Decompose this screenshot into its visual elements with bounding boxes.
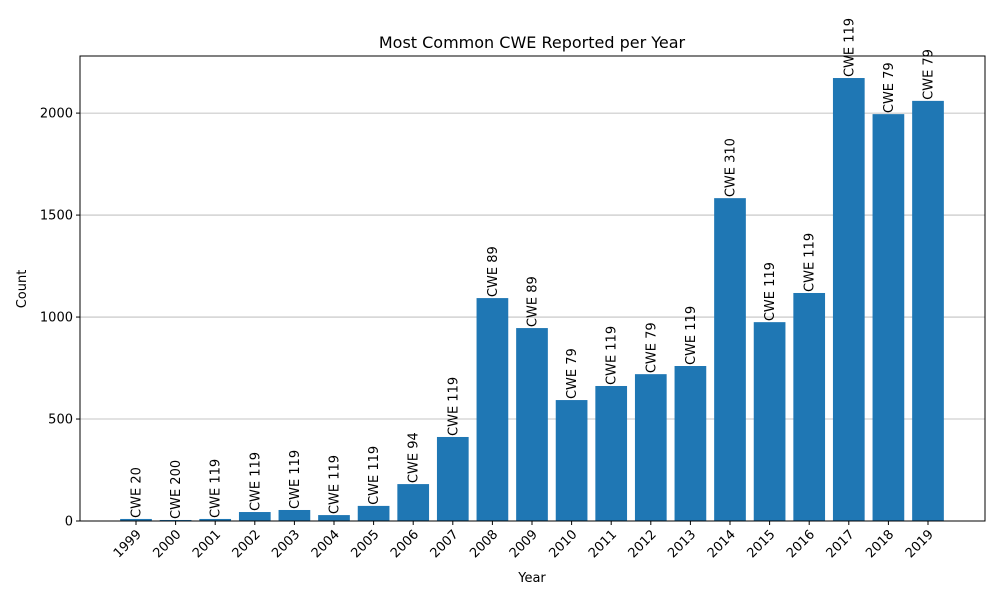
bar-2002 — [238, 512, 271, 521]
bar-2007 — [436, 436, 469, 521]
bar-2003 — [278, 509, 311, 521]
bar-label-2008: CWE 89 — [486, 246, 501, 297]
bar-label-2010: CWE 79 — [565, 348, 580, 399]
x-tick-label: 2004 — [309, 527, 343, 561]
bar-label-2014: CWE 310 — [724, 138, 739, 197]
x-tick-label: 2008 — [467, 527, 501, 561]
x-tick-label: 2014 — [705, 527, 739, 561]
bar-label-2009: CWE 89 — [526, 276, 541, 327]
bar-label-2016: CWE 119 — [803, 233, 818, 292]
y-tick-label: 1000 — [40, 311, 73, 326]
bar-2000 — [159, 519, 192, 521]
bar-2019 — [912, 100, 944, 522]
x-tick-label: 2010 — [546, 527, 580, 561]
x-tick-label: 2002 — [230, 527, 264, 561]
x-tick-label: 2015 — [744, 527, 778, 561]
x-tick-label: 2011 — [586, 527, 620, 561]
bar-label-2013: CWE 119 — [684, 306, 699, 365]
x-tick-label: 2001 — [190, 527, 224, 561]
bar-label-2015: CWE 119 — [763, 262, 778, 321]
bar-label-2017: CWE 119 — [842, 18, 857, 77]
x-tick-label: 1999 — [111, 527, 145, 561]
bar-2011 — [595, 385, 628, 521]
bar-2014 — [714, 198, 746, 522]
x-tick-label: 2007 — [428, 527, 462, 561]
y-tick-label: 2000 — [40, 107, 73, 122]
x-tick-label: 2017 — [824, 527, 858, 561]
bar-2008 — [476, 298, 509, 521]
bar-2009 — [516, 328, 548, 521]
bar-label-2018: CWE 79 — [882, 62, 897, 113]
x-tick-label: 2000 — [150, 527, 184, 561]
bar-2012 — [634, 374, 667, 521]
bar-2016 — [793, 292, 826, 521]
x-tick-label: 2006 — [388, 527, 422, 561]
bar-label-2006: CWE 94 — [407, 432, 422, 483]
bar-2017 — [832, 78, 865, 522]
bar-2015 — [753, 322, 786, 521]
x-tick-label: 2013 — [665, 527, 699, 561]
bar-label-1999: CWE 20 — [130, 467, 145, 518]
y-tick-label: 500 — [48, 413, 73, 428]
x-tick-label: 2019 — [903, 527, 937, 561]
bar-label-2001: CWE 119 — [209, 459, 224, 518]
chart-title: Most Common CWE Reported per Year — [379, 33, 686, 52]
bar-label-2019: CWE 79 — [922, 49, 937, 100]
bar-2004 — [318, 515, 350, 521]
bar-2006 — [397, 484, 430, 521]
bar-2005 — [357, 505, 390, 521]
y-tick-label: 0 — [65, 515, 73, 530]
bar-2013 — [674, 366, 707, 521]
bar-label-2000: CWE 200 — [169, 460, 184, 519]
y-tick-label: 1500 — [40, 209, 73, 224]
x-tick-label: 2018 — [863, 527, 897, 561]
bar-label-2007: CWE 119 — [446, 377, 461, 436]
x-tick-label: 2005 — [348, 527, 382, 561]
x-tick-label: 2012 — [626, 527, 660, 561]
bar-label-2011: CWE 119 — [605, 326, 620, 385]
bar-label-2003: CWE 119 — [288, 450, 303, 509]
bar-label-2002: CWE 119 — [248, 452, 263, 511]
bar-label-2004: CWE 119 — [328, 455, 343, 514]
bar-2010 — [555, 400, 588, 521]
x-tick-label: 2003 — [269, 527, 303, 561]
bar-2018 — [872, 114, 905, 521]
x-axis-label: Year — [517, 571, 546, 586]
bar-1999 — [120, 518, 152, 521]
x-tick-label: 2009 — [507, 527, 541, 561]
x-tick-label: 2016 — [784, 527, 818, 561]
y-axis-label: Count — [15, 270, 30, 309]
bar-label-2012: CWE 79 — [644, 322, 659, 373]
bar-label-2005: CWE 119 — [367, 446, 382, 505]
bar-2001 — [199, 518, 232, 521]
